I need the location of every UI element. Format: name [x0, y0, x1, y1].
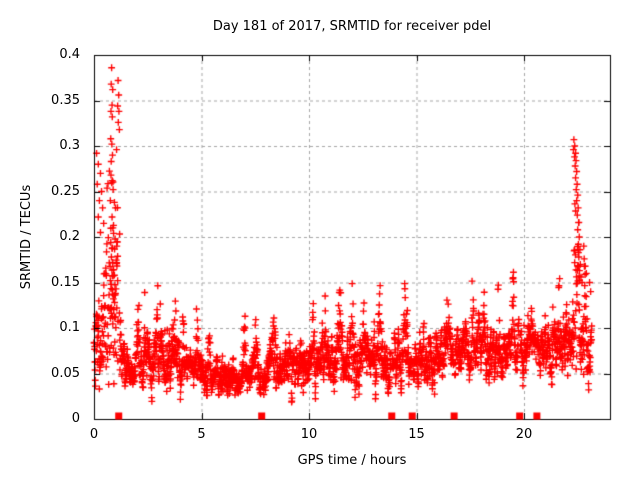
y-tick-label: 0.3: [59, 138, 80, 153]
x-axis-label: GPS time / hours: [297, 453, 407, 468]
x-tick-label: 15: [408, 427, 425, 442]
y-tick-label: 0.35: [51, 92, 80, 108]
y-tick-label: 0.1: [59, 320, 80, 335]
x-tick-label: 5: [197, 427, 206, 442]
y-tick-label: 0.15: [51, 274, 80, 290]
chart-title: Day 181 of 2017, SRMTID for receiver pde…: [212, 19, 492, 34]
x-tick-label: 10: [300, 427, 318, 442]
x-tick-label: 0: [89, 427, 99, 442]
y-tick-label: 0.05: [51, 365, 80, 381]
x-tick-label: 20: [515, 427, 533, 442]
y-tick-label: 0: [71, 411, 80, 426]
y-tick-label: 0.4: [59, 47, 80, 62]
y-tick-label: 0.2: [59, 229, 80, 244]
y-tick-label: 0.25: [51, 183, 80, 199]
